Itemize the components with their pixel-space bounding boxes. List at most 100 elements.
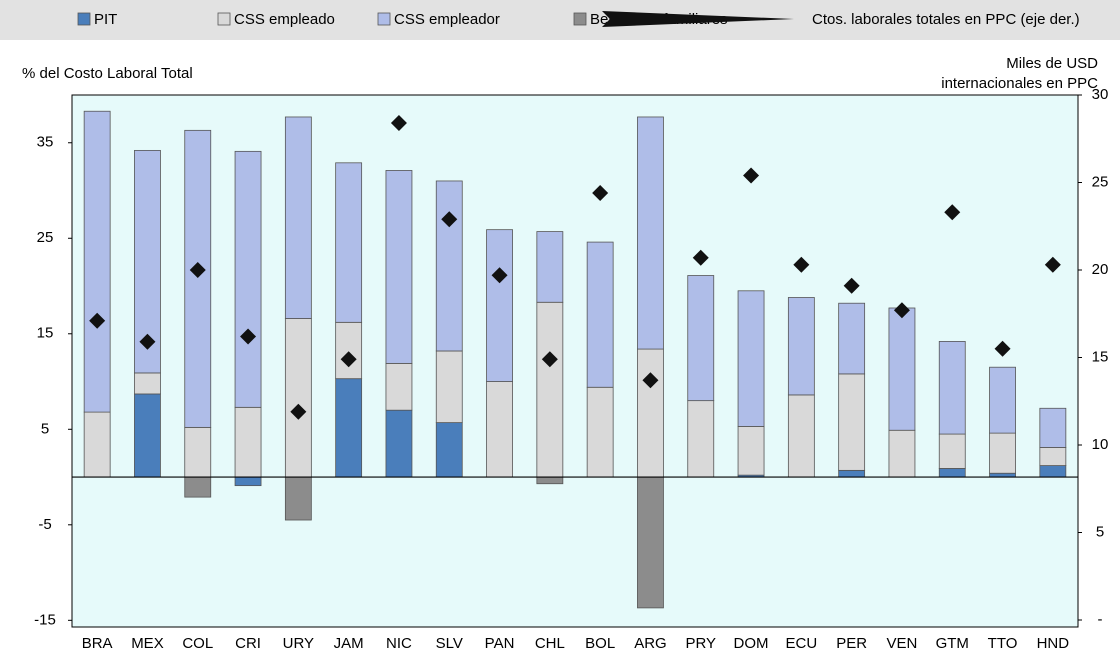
y2-tick-label: 25 bbox=[1092, 173, 1109, 190]
bar-segment bbox=[234, 150, 262, 408]
bar-segment bbox=[486, 229, 513, 382]
point bbox=[642, 372, 659, 389]
x-tick-label: PER bbox=[836, 635, 867, 652]
bar-segment bbox=[637, 348, 664, 478]
point bbox=[390, 115, 407, 131]
bar-segment bbox=[284, 476, 312, 521]
point bbox=[340, 351, 357, 368]
bar-segment bbox=[888, 307, 916, 431]
x-tick-label: PRY bbox=[685, 635, 716, 652]
legend-marker bbox=[77, 12, 91, 26]
legend-label: Ctos. laborales totales en PPC (eje der.… bbox=[812, 11, 1080, 28]
legend-marker bbox=[573, 12, 587, 26]
bar-segment bbox=[234, 476, 262, 487]
bar-segment bbox=[83, 411, 111, 478]
bar-segment bbox=[1039, 407, 1067, 448]
bar-segment bbox=[938, 341, 966, 435]
bar-segment bbox=[888, 429, 916, 478]
bar-segment bbox=[134, 393, 161, 478]
point bbox=[944, 204, 961, 221]
bar-segment bbox=[284, 318, 312, 478]
bar-segment bbox=[234, 406, 262, 478]
bar-segment bbox=[838, 373, 866, 471]
bar-segment bbox=[1039, 465, 1067, 478]
bar-segment bbox=[335, 378, 363, 478]
y2-tick-label: 20 bbox=[1092, 261, 1109, 278]
bar-segment bbox=[435, 350, 463, 424]
x-tick-label: CHL bbox=[535, 635, 565, 652]
x-tick-label: NIC bbox=[386, 635, 412, 652]
point bbox=[592, 185, 609, 201]
point bbox=[893, 302, 910, 319]
x-tick-label: ARG bbox=[634, 635, 667, 652]
bar-segment bbox=[989, 432, 1016, 474]
bar-segment bbox=[335, 321, 363, 380]
x-tick-label: BOL bbox=[585, 635, 615, 652]
bar-segment bbox=[938, 468, 966, 478]
point bbox=[541, 351, 558, 368]
point bbox=[441, 211, 458, 228]
legend-label: CSS empleador bbox=[394, 11, 500, 28]
x-tick-label: MEX bbox=[131, 635, 164, 652]
x-tick-label: BRA bbox=[82, 635, 113, 652]
x-tick-label: SLV bbox=[436, 635, 463, 652]
bar-segment bbox=[486, 381, 513, 478]
x-tick-label: DOM bbox=[734, 635, 769, 652]
y2-axis-label: internacionales en PPC bbox=[941, 75, 1098, 92]
bar-segment bbox=[184, 476, 212, 498]
bar-segment bbox=[184, 129, 212, 428]
bar-segment bbox=[385, 170, 413, 364]
bar-segment bbox=[435, 180, 463, 352]
bar-segment bbox=[737, 290, 765, 427]
bar-segment bbox=[989, 366, 1016, 434]
bar-segment bbox=[435, 422, 463, 478]
point bbox=[994, 340, 1011, 357]
point bbox=[139, 333, 156, 350]
x-tick-label: JAM bbox=[334, 635, 364, 652]
y2-tick-label: 15 bbox=[1092, 348, 1109, 365]
bar-segment bbox=[787, 297, 815, 396]
bar-segment bbox=[536, 301, 564, 478]
y-tick-label: -15 bbox=[34, 611, 56, 628]
x-tick-label: ECU bbox=[786, 635, 818, 652]
y2-tick-label: 10 bbox=[1092, 436, 1109, 453]
y2-tick-label: 30 bbox=[1092, 86, 1109, 103]
bar-segment bbox=[536, 476, 564, 485]
point bbox=[491, 267, 508, 284]
bar-segment bbox=[838, 469, 866, 478]
x-tick-label: TTO bbox=[988, 635, 1018, 652]
x-tick-label: COL bbox=[182, 635, 213, 652]
legend-label: PIT bbox=[94, 11, 117, 28]
y-tick-label: 35 bbox=[37, 134, 54, 151]
y2-tick-label: - bbox=[1098, 611, 1103, 628]
bar-segment bbox=[787, 394, 815, 478]
x-tick-label: CRI bbox=[235, 635, 261, 652]
y-tick-label: -5 bbox=[38, 516, 51, 533]
legend-label: CSS empleado bbox=[234, 11, 335, 28]
bar-segment bbox=[83, 110, 111, 413]
bar-segment bbox=[938, 433, 966, 469]
y-tick-label: 25 bbox=[37, 229, 54, 246]
bar-segment bbox=[1039, 447, 1067, 466]
legend-band bbox=[0, 0, 1120, 40]
point bbox=[240, 328, 257, 345]
point bbox=[189, 262, 206, 278]
x-tick-label: PAN bbox=[485, 635, 515, 652]
plot-area bbox=[71, 94, 1079, 628]
y-tick-label: 15 bbox=[37, 325, 54, 342]
bar-segment bbox=[586, 386, 614, 478]
x-tick-label: GTM bbox=[936, 635, 969, 652]
legend-marker bbox=[377, 12, 391, 26]
bar-segment bbox=[385, 362, 413, 411]
point bbox=[793, 256, 810, 273]
bar-segment bbox=[284, 116, 312, 319]
point bbox=[1044, 256, 1061, 273]
bar-segment bbox=[737, 426, 765, 476]
x-tick-label: VEN bbox=[887, 635, 918, 652]
bar-segment bbox=[184, 426, 212, 478]
bar-segment bbox=[586, 241, 614, 388]
bar-segment bbox=[687, 275, 715, 402]
point bbox=[89, 312, 106, 329]
bar-segment bbox=[687, 400, 715, 478]
